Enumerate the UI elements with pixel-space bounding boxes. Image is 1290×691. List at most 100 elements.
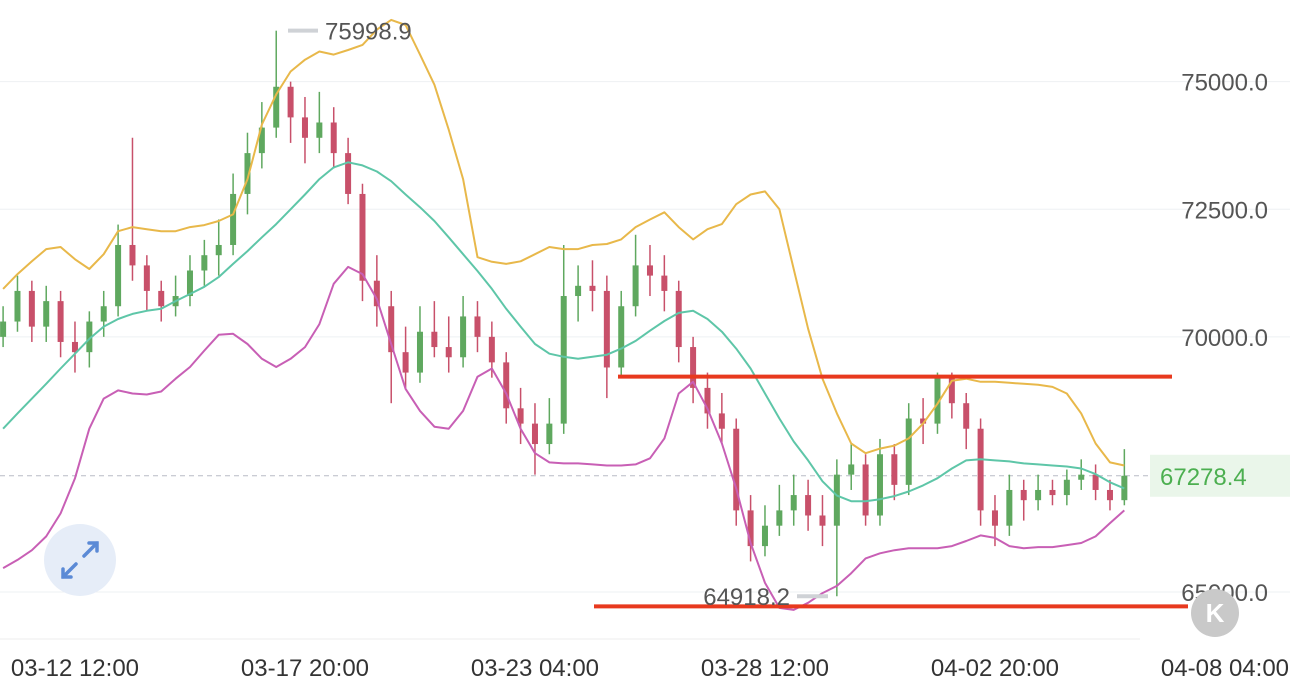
candle-body [905,418,912,485]
candle-body [258,127,265,154]
candle-body [115,244,122,307]
high-label: 75998.9 [325,19,412,46]
y-tick-label: 72500.0 [1181,197,1268,224]
candle-body [747,510,754,547]
candle-body [589,285,596,291]
candle-body [690,347,697,388]
x-tick-label: 03-23 04:00 [471,655,599,682]
candle-body [143,265,150,291]
candle-body [1078,474,1085,480]
candle-body [1035,489,1042,501]
candle-body [603,290,610,368]
candle-body [158,290,165,307]
candle-body [862,464,869,516]
candle-body [244,153,251,194]
candle-body [1092,474,1099,490]
candle-body [316,122,323,138]
candle-body [43,301,50,327]
candle-body [129,244,136,266]
candle-body [330,122,337,154]
last-price-label: 67278.4 [1160,464,1247,491]
candle-body [416,331,423,373]
candle-body [1006,489,1013,526]
candle-body [460,316,467,358]
candle-body [287,86,294,118]
candle-body [991,510,998,526]
band-line [2,265,1125,611]
candle-body [934,377,941,424]
candle-body [1020,489,1027,501]
expand-icon [61,541,99,579]
candle-body [14,290,21,322]
candle-body [474,316,481,337]
candle-body [560,296,567,424]
candle-body [661,275,668,291]
candle-body [215,244,222,256]
candle-body [891,454,898,485]
candle-body [718,413,725,429]
candle-body [186,270,193,297]
kline-button-bg[interactable] [1191,589,1239,637]
candle-body [675,290,682,348]
candle-body [963,403,970,429]
candle-body [646,265,653,276]
candle-body [345,153,352,194]
candle-body [28,290,35,327]
candle-body [1049,489,1056,496]
candle-body [632,265,639,307]
candle-body [1063,479,1070,496]
candle-body [373,280,380,307]
y-tick-label: 70000.0 [1181,325,1268,352]
x-tick-label: 03-17 20:00 [241,655,369,682]
candle-body [876,454,883,516]
candle-body [201,255,208,271]
candle-body [805,495,812,516]
candle-body [704,387,711,414]
band-line [2,18,1125,467]
candle-body [733,428,740,511]
last-price-tag [1150,454,1290,497]
candle-body [618,306,625,368]
candle-body [100,306,107,322]
expand-button-bg[interactable] [44,524,116,596]
candle-body [920,418,927,424]
candle-body [359,193,366,281]
candle-body [517,408,524,424]
candle-body [301,117,308,138]
candle-body [575,285,582,297]
candle-body [488,336,495,363]
expand-button[interactable] [44,524,116,596]
x-tick-label: 04-02 20:00 [931,655,1059,682]
candle-body [833,474,840,526]
candle-body [761,525,768,547]
candle-body [531,423,538,445]
candle-body [848,464,855,475]
candle-body [0,321,7,337]
candle-body [86,321,93,353]
candle-body [273,86,280,128]
candle-body [71,341,78,353]
candle-body [1106,489,1113,501]
low-label: 64918.2 [703,584,790,611]
candle-body [790,495,797,511]
candle-body [503,362,510,409]
candle-body [230,193,237,245]
candle-body [402,352,409,373]
x-tick-label: 04-08 04:00 [1161,655,1289,682]
y-tick-label: 75000.0 [1181,70,1268,97]
candle-body [977,428,984,511]
candle-body [445,347,452,358]
x-tick-label: 03-12 12:00 [11,655,139,682]
candle-body [776,510,783,526]
candle-body [546,423,553,445]
candle-body [431,331,438,348]
candle-body [57,301,64,342]
candle-body [819,515,826,526]
candle-body [948,377,955,404]
kline-button[interactable]: K [1191,589,1239,637]
candle-body [388,306,395,353]
band-line [2,161,1125,503]
kline-button-label[interactable]: K [1206,598,1225,628]
